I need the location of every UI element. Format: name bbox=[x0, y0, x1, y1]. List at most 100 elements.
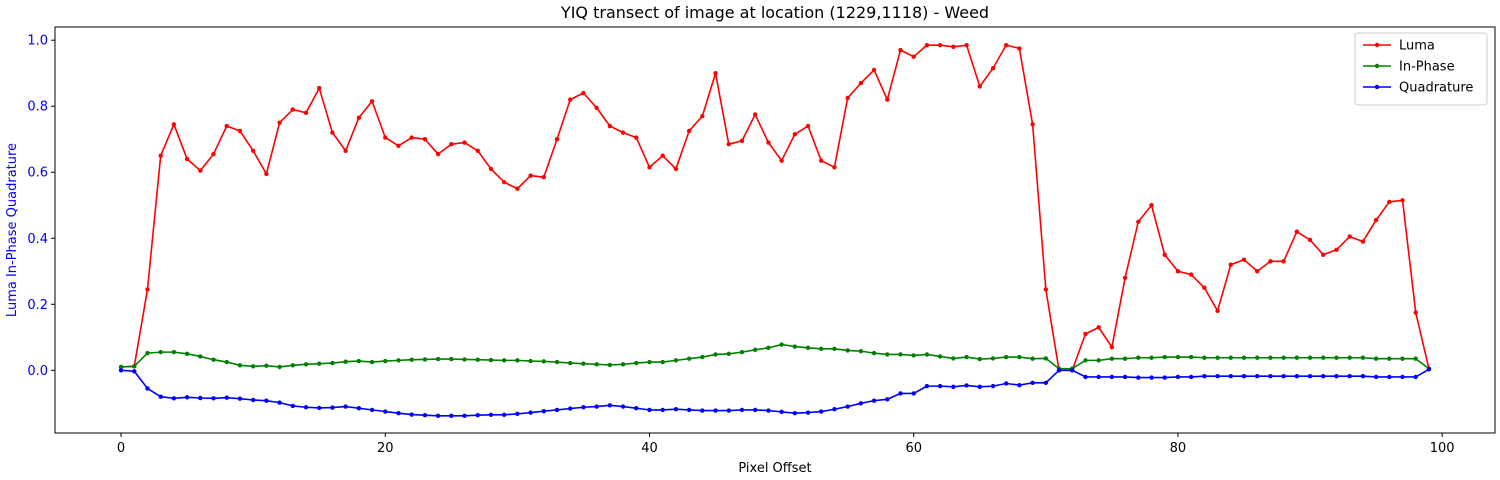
data-point bbox=[1426, 367, 1432, 372]
data-point bbox=[541, 409, 547, 414]
data-point bbox=[1109, 374, 1115, 380]
data-point bbox=[409, 357, 414, 362]
legend-item: Luma bbox=[1363, 39, 1435, 54]
data-point bbox=[924, 383, 930, 389]
data-point bbox=[1162, 252, 1167, 257]
data-point bbox=[1030, 356, 1035, 361]
data-point bbox=[1413, 374, 1418, 380]
data-point bbox=[726, 408, 731, 413]
data-point bbox=[990, 356, 996, 361]
data-point bbox=[330, 360, 335, 366]
data-point bbox=[858, 348, 864, 354]
data-point bbox=[330, 130, 335, 135]
data-point bbox=[1347, 374, 1352, 379]
data-point bbox=[871, 67, 877, 73]
y-tick-label: 0.0 bbox=[27, 364, 48, 379]
data-point bbox=[752, 407, 758, 413]
x-tick-label: 40 bbox=[641, 441, 658, 456]
data-point bbox=[449, 141, 454, 147]
data-point bbox=[752, 347, 758, 353]
data-point bbox=[435, 151, 441, 157]
data-point bbox=[171, 396, 177, 401]
data-point bbox=[1122, 356, 1128, 361]
data-point bbox=[303, 405, 309, 410]
data-point bbox=[1083, 374, 1088, 380]
data-point bbox=[250, 397, 256, 403]
data-point bbox=[290, 403, 295, 409]
series-line bbox=[121, 44, 1430, 372]
data-point bbox=[1294, 229, 1300, 234]
data-point bbox=[1017, 46, 1022, 51]
data-point bbox=[1387, 356, 1392, 361]
data-point bbox=[422, 357, 428, 362]
data-point bbox=[700, 113, 705, 119]
data-point bbox=[1321, 374, 1326, 379]
data-point bbox=[660, 359, 665, 365]
data-point bbox=[937, 42, 943, 48]
data-point bbox=[647, 165, 652, 170]
data-point bbox=[1162, 375, 1167, 380]
y-tick-label: 0.6 bbox=[27, 166, 48, 181]
data-point bbox=[713, 71, 718, 76]
data-point bbox=[620, 362, 626, 367]
data-point bbox=[1400, 356, 1405, 361]
data-point bbox=[1202, 285, 1207, 290]
data-point bbox=[237, 363, 243, 368]
data-point bbox=[541, 359, 547, 364]
data-point bbox=[198, 395, 203, 401]
data-point bbox=[1136, 355, 1141, 360]
data-point bbox=[422, 412, 428, 418]
data-point bbox=[528, 358, 533, 364]
data-point bbox=[184, 156, 190, 162]
data-point bbox=[1003, 354, 1009, 360]
data-point bbox=[277, 120, 282, 125]
data-point bbox=[118, 364, 124, 370]
data-point bbox=[396, 411, 401, 416]
data-point bbox=[713, 408, 718, 413]
data-point bbox=[832, 407, 837, 412]
data-point bbox=[568, 360, 573, 366]
data-point bbox=[937, 354, 943, 359]
data-point bbox=[356, 358, 362, 364]
series-in-phase bbox=[118, 342, 1432, 371]
data-point bbox=[528, 173, 533, 178]
data-point bbox=[1096, 358, 1101, 363]
data-point bbox=[369, 359, 375, 365]
x-tick-label: 60 bbox=[905, 441, 922, 456]
data-point bbox=[581, 90, 586, 96]
data-point bbox=[779, 409, 784, 415]
data-point bbox=[1149, 375, 1154, 380]
data-point bbox=[1255, 374, 1260, 379]
data-point bbox=[1307, 237, 1313, 243]
data-point bbox=[1136, 375, 1141, 380]
data-point bbox=[515, 411, 520, 417]
data-point bbox=[898, 47, 903, 53]
data-point bbox=[911, 353, 916, 358]
data-point bbox=[1228, 262, 1233, 267]
legend-marker bbox=[1374, 63, 1380, 69]
data-point bbox=[660, 407, 665, 413]
data-point bbox=[1122, 275, 1128, 281]
data-point bbox=[951, 44, 956, 49]
data-point bbox=[620, 404, 626, 409]
data-point bbox=[1321, 252, 1326, 257]
data-point bbox=[1360, 374, 1366, 379]
y-tick-label: 1.0 bbox=[27, 34, 48, 49]
data-point bbox=[634, 360, 639, 366]
data-point bbox=[1360, 355, 1366, 360]
data-point bbox=[158, 394, 163, 399]
data-point bbox=[1400, 198, 1405, 203]
data-point bbox=[805, 123, 811, 129]
data-point bbox=[700, 354, 705, 360]
data-point bbox=[554, 137, 560, 142]
plot-area bbox=[118, 42, 1432, 419]
data-point bbox=[475, 357, 480, 362]
data-point bbox=[224, 359, 229, 365]
data-point bbox=[673, 407, 679, 412]
data-point bbox=[898, 352, 903, 357]
data-point bbox=[739, 407, 745, 413]
data-point bbox=[1373, 217, 1379, 223]
data-point bbox=[620, 130, 626, 135]
data-point bbox=[634, 406, 639, 411]
legend-item: Quadrature bbox=[1363, 81, 1473, 96]
